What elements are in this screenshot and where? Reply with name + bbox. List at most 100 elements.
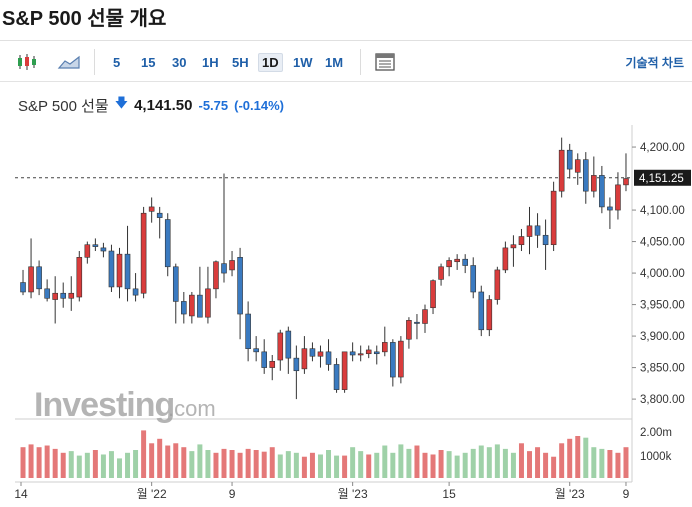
table-view-icon[interactable] (372, 51, 398, 73)
candle-body (518, 236, 525, 246)
y-tick-label: 4,050.00 (640, 237, 685, 249)
volume-bar (213, 452, 219, 478)
volume-bar (438, 450, 444, 478)
candle-body (566, 149, 573, 170)
volume-bar (446, 451, 452, 478)
area-chart-icon[interactable] (56, 51, 82, 73)
candle-body (189, 294, 195, 317)
candle-body (52, 292, 58, 300)
volume-bar (52, 448, 58, 478)
volume-bar (108, 451, 114, 478)
volume-bar (277, 454, 283, 478)
candle-body (44, 288, 50, 299)
candle-body (285, 330, 292, 359)
candle-body (550, 190, 557, 246)
volume-tick-label: 2.00m (640, 427, 672, 439)
page-title: S&P 500 선물 개요 (2, 8, 167, 30)
interval-5-button[interactable]: 5 (113, 55, 121, 70)
volume-bar (229, 450, 235, 478)
interval-15-button[interactable]: 15 (141, 55, 156, 70)
volume-bar (462, 452, 468, 478)
volume-bar (358, 451, 364, 478)
candle-body (591, 175, 597, 192)
candle-body (277, 332, 284, 361)
volume-bar (478, 445, 484, 478)
price-chart[interactable]: 3,800.00 3,850.00 3,900.00 3,950.00 4,000.00… (0, 120, 692, 507)
volume-bar (615, 452, 621, 478)
volume-bar (237, 452, 243, 478)
volume-bar (125, 452, 131, 478)
volume-bar (317, 454, 323, 478)
candle-body (534, 225, 541, 236)
volume-bar (253, 450, 259, 478)
volume-bar (575, 436, 581, 478)
volume-bar (309, 452, 315, 478)
volume-bar (494, 444, 500, 478)
candle-body (28, 266, 34, 293)
candle-body (454, 258, 460, 263)
candle-body (341, 351, 348, 390)
volume-bar (141, 430, 147, 478)
candle-body (253, 348, 259, 353)
volume-bar (157, 438, 163, 478)
x-tick-label: 9 (229, 487, 236, 501)
candle-body (84, 244, 91, 258)
interval-1w-button[interactable]: 1W (293, 55, 313, 70)
interval-1h-button[interactable]: 1H (202, 55, 219, 70)
candle-body (36, 266, 42, 290)
x-tick-label: 14 (14, 487, 28, 501)
interval-30-button[interactable]: 30 (172, 55, 187, 70)
candle-body (221, 263, 227, 274)
interval-5h-button[interactable]: 5H (232, 55, 249, 70)
candle-body (325, 351, 332, 365)
volume-bar (36, 447, 42, 478)
candle-body (382, 342, 388, 353)
technical-chart-link[interactable]: 기술적 차트 (625, 56, 684, 70)
candle-body (301, 348, 308, 370)
candle-body (237, 257, 243, 315)
volume-bar (293, 452, 299, 478)
volume-bar (68, 451, 74, 478)
candle-body (478, 291, 485, 331)
candle-body (486, 299, 493, 331)
candlestick-chart-icon[interactable] (14, 51, 40, 73)
volume-bar (543, 452, 549, 478)
instrument-name: S&P 500 선물 (18, 97, 109, 115)
volume-bar (430, 454, 436, 478)
volume-bar (100, 454, 106, 478)
candle-body (494, 269, 501, 300)
candle-body (365, 349, 372, 355)
volume-bar (567, 438, 573, 478)
watermark-suffix: .com (168, 396, 216, 421)
x-tick-label: 9 (623, 487, 630, 501)
volume-bar (599, 448, 605, 478)
interval-1d-button[interactable]: 1D (258, 53, 283, 72)
x-tick-label: 15 (442, 487, 456, 501)
y-tick-label: 3,900.00 (640, 331, 685, 343)
candle-body (414, 321, 420, 324)
volume-bar (382, 445, 388, 478)
candle-body (140, 212, 147, 294)
candle-body (574, 159, 581, 173)
volume-tick-label: 1000k (640, 451, 672, 463)
volume-bar (261, 451, 267, 478)
toolbar-divider (360, 49, 361, 75)
volume-bar (269, 447, 275, 478)
volume-bar (28, 444, 34, 478)
candle-body (623, 178, 629, 186)
volume-bar (398, 444, 404, 478)
candle-body (269, 360, 276, 368)
volume-bar (342, 455, 348, 478)
volume-bar (390, 452, 396, 478)
volume-bar (607, 450, 613, 478)
candle-body (205, 288, 211, 318)
candle-body (510, 244, 517, 249)
candle-body (68, 292, 75, 299)
volume-bar (205, 450, 211, 478)
volume-bar (149, 443, 155, 478)
volume-bar (165, 445, 171, 478)
volume-bar (173, 443, 179, 478)
interval-1m-button[interactable]: 1M (325, 55, 344, 70)
candle-body (607, 206, 613, 211)
candle-body (526, 225, 533, 237)
